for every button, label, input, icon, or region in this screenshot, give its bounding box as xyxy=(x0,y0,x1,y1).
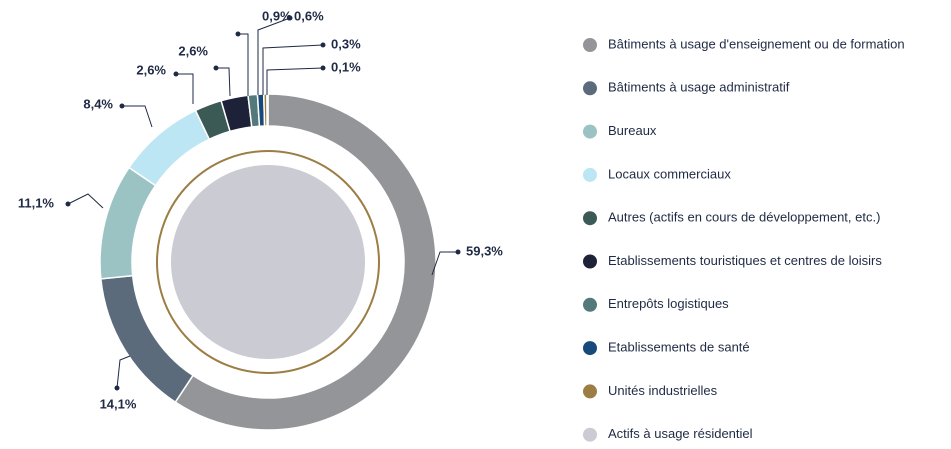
legend-swatch xyxy=(583,167,597,182)
slice xyxy=(128,109,211,187)
leader-dot xyxy=(119,103,125,109)
legend-label: Etablissements de santé xyxy=(608,340,750,355)
legend-label: Etablissements touristiques et centres d… xyxy=(608,253,882,268)
leader-line xyxy=(176,73,194,104)
value-label: 2,6% xyxy=(178,43,208,58)
leader-line xyxy=(266,67,324,95)
slice xyxy=(99,166,157,280)
legend-label: Actifs à usage résidentiel xyxy=(608,426,753,441)
value-label: 2,6% xyxy=(136,62,166,77)
leader-dot xyxy=(287,15,293,21)
slice xyxy=(174,93,437,431)
legend-swatch xyxy=(583,341,597,356)
leader-dot xyxy=(65,201,71,207)
legend-label: Bureaux xyxy=(608,123,657,138)
legend-swatch xyxy=(583,124,597,139)
legend-swatch xyxy=(583,297,597,312)
legend-label: Autres (actifs en cours de développement… xyxy=(608,210,880,225)
legend-label: Entrepôts logistiques xyxy=(608,296,729,311)
legend-swatch xyxy=(583,81,597,96)
leader-line xyxy=(238,33,249,96)
leader-dot xyxy=(235,31,241,37)
slice xyxy=(266,93,269,127)
leader-dot xyxy=(320,65,326,71)
legend-label: Unités industrielles xyxy=(608,383,718,398)
value-label: 0,3% xyxy=(331,36,361,51)
value-label: 14,1% xyxy=(100,396,137,411)
leader-line xyxy=(122,105,153,128)
value-label: 0,6% xyxy=(294,8,324,23)
leader-line xyxy=(67,193,104,209)
leader-dot xyxy=(173,71,179,77)
value-label: 0,1% xyxy=(331,59,361,74)
leader-line xyxy=(257,17,291,95)
legend-swatch xyxy=(583,211,597,226)
inner-disc xyxy=(171,165,365,359)
leader-dot xyxy=(455,249,461,255)
leader-dot xyxy=(320,42,326,48)
legend-label: Bâtiments à usage d'enseignement ou de f… xyxy=(608,36,905,51)
leader-line xyxy=(262,44,324,95)
legend-swatch xyxy=(583,427,597,442)
value-label: 0,9% xyxy=(262,8,292,23)
leader-line xyxy=(431,251,458,276)
value-label: 11,1% xyxy=(18,195,55,210)
legend-swatch xyxy=(583,38,597,52)
leader-line xyxy=(116,355,131,389)
leader-line xyxy=(216,67,231,97)
inner-ring xyxy=(156,150,380,374)
value-label: 8,4% xyxy=(83,96,113,111)
legend-label: Locaux commerciaux xyxy=(608,166,731,181)
legend-swatch xyxy=(583,254,597,269)
value-label: 59,3% xyxy=(466,243,503,258)
legend-swatch xyxy=(583,384,597,399)
legend-label: Bâtiments à usage administratif xyxy=(608,80,790,95)
leader-dot xyxy=(213,65,219,71)
leader-dot xyxy=(114,385,120,391)
